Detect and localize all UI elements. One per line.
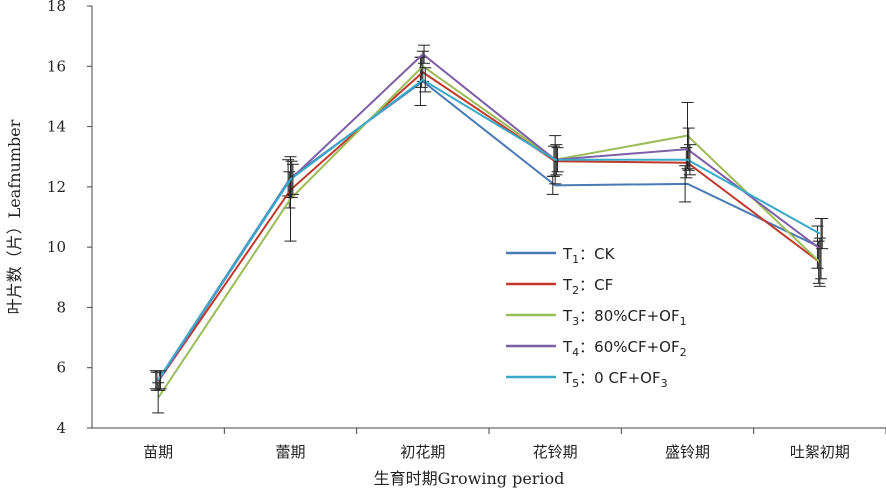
series-2-line: [157, 71, 821, 382]
legend-label: T5：0 CF+OF3: [562, 369, 668, 390]
legend-sub: 4: [572, 346, 579, 359]
series-3-line: [157, 64, 821, 399]
y-tick-label: 6: [56, 359, 66, 377]
error-bar: [547, 145, 560, 177]
series-4-line: [157, 52, 821, 382]
error-bar: [683, 144, 696, 176]
legend-sub2: 1: [680, 315, 687, 328]
y-tick-label: 18: [47, 0, 66, 15]
legend-sub2: 2: [680, 346, 687, 359]
legend-label: T1：CK: [562, 245, 616, 266]
legend-label: T4：60%CF+OF2: [562, 338, 687, 359]
legend-after: ：CF: [579, 276, 613, 294]
legend-after: ：80%CF+OF: [579, 307, 679, 325]
y-tick-label: 4: [56, 419, 66, 437]
legend-main: T: [562, 276, 573, 294]
series-5: [154, 67, 829, 390]
y-tick-label: 16: [47, 57, 66, 75]
legend-item-1: T1：CK: [506, 245, 616, 266]
x-tick-label: 吐絮初期: [790, 443, 850, 461]
legend-sub: 3: [572, 315, 579, 328]
x-tick-label: 花铃期: [533, 443, 578, 461]
error-bar: [418, 44, 431, 64]
series-3: [152, 50, 826, 414]
legend-sub: 2: [572, 284, 579, 297]
legend-item-4: T4：60%CF+OF2: [506, 338, 687, 359]
error-bar: [419, 67, 432, 93]
legend-label: T3：80%CF+OF1: [562, 307, 687, 328]
legend-main: T: [562, 307, 573, 325]
legend-item-2: T2：CF: [506, 276, 613, 297]
series-layer: [149, 44, 829, 414]
y-axis-title: 叶片数（片）Leafnumber: [5, 119, 24, 314]
legend-sub2: 3: [661, 377, 668, 390]
error-bar: [286, 163, 299, 195]
x-tick-label: 蕾期: [275, 443, 305, 461]
legend-after: ：60%CF+OF: [579, 338, 679, 356]
legend-sub: 1: [572, 253, 579, 266]
y-tick-label: 8: [56, 298, 66, 316]
x-axis-title: 生育时期Growing period: [374, 469, 565, 488]
legend-item-3: T3：80%CF+OF1: [506, 307, 687, 328]
error-bar: [816, 218, 829, 250]
x-tick-label: 盛铃期: [665, 443, 710, 461]
legend-after: ：CK: [579, 245, 615, 263]
y-tick-label: 12: [47, 178, 66, 196]
legend-sub: 5: [572, 377, 579, 390]
series-1: [149, 56, 824, 390]
legend-label: T2：CF: [562, 276, 613, 297]
y-tick-label: 10: [47, 238, 66, 256]
legend-main: T: [562, 245, 573, 263]
y-tick-label: 14: [47, 118, 66, 136]
error-bar: [682, 127, 695, 171]
legend-main: T: [562, 338, 573, 356]
x-tick-label: 初花期: [400, 443, 445, 461]
error-bar: [551, 147, 564, 173]
series-4: [153, 44, 828, 391]
series-5-line: [157, 78, 821, 381]
x-tick-label: 苗期: [143, 443, 173, 461]
legend-after: ：0 CF+OF: [579, 369, 660, 387]
error-bar: [154, 370, 167, 390]
legend-item-5: T5：0 CF+OF3: [506, 369, 668, 390]
legend-main: T: [562, 369, 573, 387]
